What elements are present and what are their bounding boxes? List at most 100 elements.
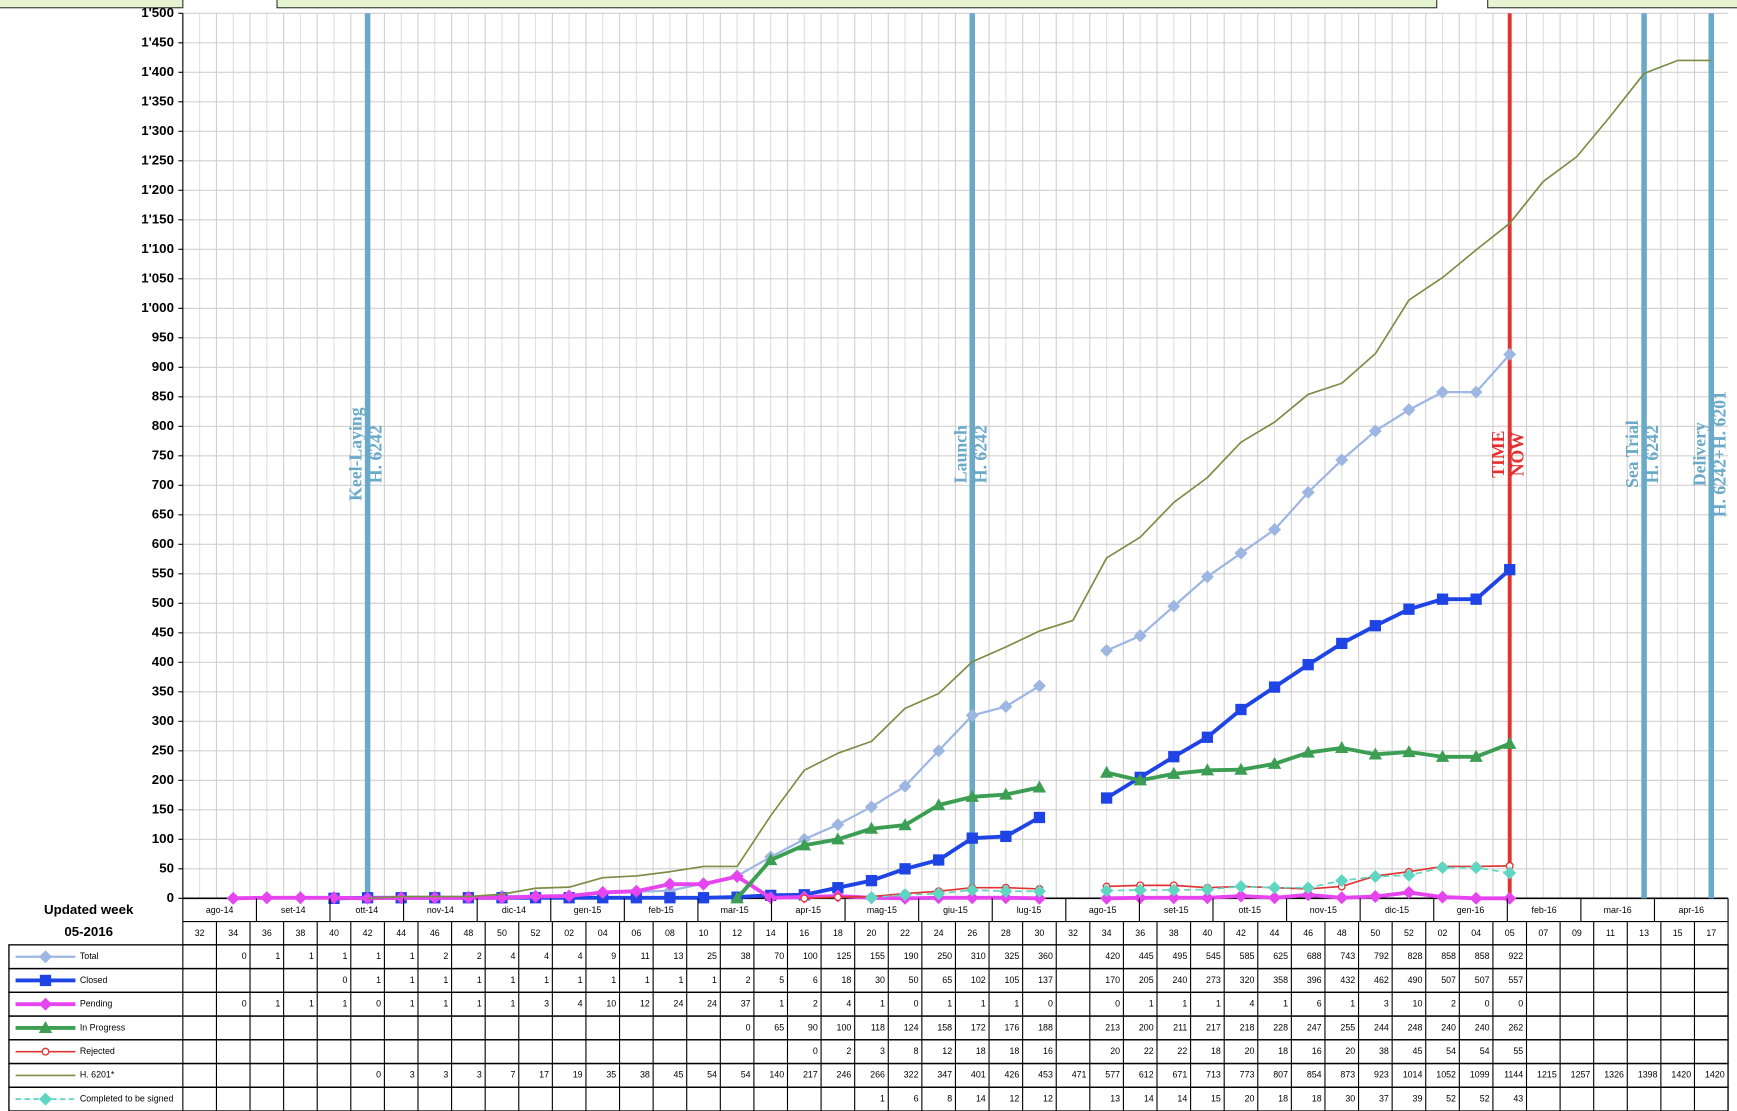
- table-value: 1: [544, 975, 549, 985]
- marker: [1268, 681, 1281, 693]
- month-label: set-14: [281, 905, 306, 915]
- table-value: 228: [1273, 1022, 1288, 1032]
- table-value: 52: [1480, 1093, 1490, 1103]
- y-tick-label: 1'300: [141, 123, 174, 138]
- marker: [1167, 891, 1181, 905]
- marker: [1167, 766, 1181, 779]
- marker: [38, 1021, 53, 1034]
- table-value: 1: [880, 999, 885, 1009]
- marker: [1200, 882, 1214, 896]
- table-value: 1: [410, 951, 415, 961]
- marker: [1032, 679, 1046, 693]
- marker: [1402, 868, 1416, 882]
- x-tick-label: 10: [699, 928, 709, 938]
- table-value: 1420: [1705, 1070, 1725, 1080]
- table-value: 773: [1240, 1070, 1255, 1080]
- table-value: 13: [674, 951, 684, 961]
- table-value: 1: [376, 975, 381, 985]
- table-value: 65: [774, 1022, 784, 1032]
- x-tick-label: 05: [1505, 928, 1515, 938]
- legend-label: H. 6201*: [80, 1070, 115, 1080]
- table-value: 585: [1240, 951, 1255, 961]
- table-value: 432: [1340, 975, 1355, 985]
- table-value: 1: [309, 951, 314, 961]
- marker: [999, 891, 1013, 905]
- marker: [898, 779, 912, 793]
- marker: [697, 877, 710, 891]
- table-value: 9: [611, 951, 616, 961]
- table-value: 6: [1317, 999, 1322, 1009]
- month-label: mag-15: [867, 905, 897, 915]
- marker: [1033, 811, 1046, 824]
- table-value: 140: [769, 1070, 784, 1080]
- y-tick-label: 1'350: [141, 93, 174, 108]
- table-value: 310: [971, 951, 986, 961]
- table-value: 1: [477, 975, 482, 985]
- marker: [1503, 866, 1517, 880]
- y-tick-label: 550: [152, 565, 174, 580]
- marker: [260, 891, 274, 905]
- table-value: 923: [1374, 1070, 1389, 1080]
- x-tick-label: 11: [1606, 928, 1615, 938]
- y-tick-label: 1'450: [141, 34, 174, 49]
- table-value: 240: [1475, 1022, 1490, 1032]
- marker: [596, 885, 610, 899]
- table-value: 792: [1374, 951, 1389, 961]
- x-tick-label: 07: [1538, 928, 1548, 938]
- marker: [1000, 830, 1012, 843]
- x-tick-label: 46: [1303, 928, 1313, 938]
- x-tick-label: 12: [732, 928, 742, 938]
- table-value: 50: [909, 975, 919, 985]
- table-value: 240: [1172, 975, 1187, 985]
- table-value: 12: [942, 1046, 952, 1056]
- legend-marker: [39, 950, 52, 964]
- marker: [800, 894, 809, 903]
- x-tick-label: 48: [463, 928, 473, 938]
- month-label: apr-16: [1678, 905, 1704, 915]
- marker: [1133, 629, 1147, 643]
- marker: [1503, 736, 1517, 749]
- table-value: 3: [477, 1070, 482, 1080]
- month-label: set-15: [1164, 905, 1189, 915]
- month-label: lug-15: [1017, 905, 1042, 915]
- y-tick-label: 600: [152, 536, 174, 551]
- month-label: gen-15: [574, 905, 602, 915]
- marker: [1100, 891, 1114, 905]
- table-value: 1144: [1504, 1070, 1523, 1080]
- y-tick-label: 1'100: [141, 241, 174, 256]
- y-tick-label: 0: [167, 890, 174, 905]
- table-value: 54: [741, 1070, 751, 1080]
- marker: [797, 838, 811, 851]
- table-value: 22: [1177, 1046, 1187, 1056]
- table-value: 1: [1283, 999, 1288, 1009]
- table-value: 18: [1278, 1093, 1288, 1103]
- table-value: 12: [1043, 1093, 1053, 1103]
- table-value: 30: [875, 975, 885, 985]
- table-value: 20: [1245, 1046, 1255, 1056]
- marker: [1403, 603, 1415, 615]
- table-value: 325: [1005, 951, 1020, 961]
- event-label: Launch: [950, 425, 970, 483]
- updated-label: Updated week: [44, 902, 134, 917]
- marker: [495, 891, 509, 905]
- table-value: 1: [578, 975, 583, 985]
- table-value: 15: [1211, 1093, 1221, 1103]
- legend-marker: [38, 1021, 53, 1034]
- table-value: 38: [640, 1070, 650, 1080]
- table-value: 0: [376, 1070, 381, 1080]
- marker: [1368, 870, 1382, 883]
- table-value: 8: [914, 1046, 919, 1056]
- marker: [1032, 780, 1047, 793]
- marker: [327, 891, 341, 905]
- marker: [1402, 745, 1416, 758]
- table-value: 30: [1345, 1093, 1355, 1103]
- x-tick-label: 50: [497, 928, 507, 938]
- table-value: 54: [1480, 1046, 1490, 1056]
- marker: [39, 950, 52, 964]
- table-value: 12: [1009, 1093, 1019, 1103]
- legend-label: Closed: [80, 975, 108, 985]
- x-tick-label: 26: [967, 928, 977, 938]
- marker: [764, 853, 778, 866]
- table-value: 671: [1172, 1070, 1187, 1080]
- marker: [833, 893, 842, 902]
